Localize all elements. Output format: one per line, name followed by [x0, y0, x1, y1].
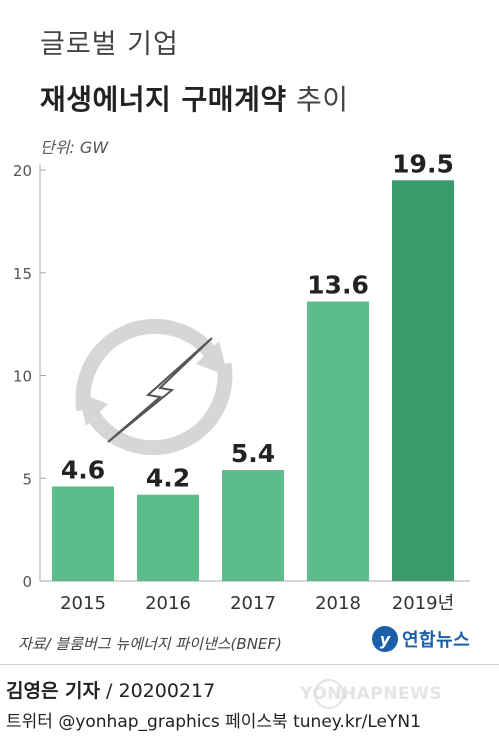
bar-2019년	[392, 180, 454, 581]
y-tick-label: 15	[13, 265, 32, 283]
publish-date: / 20200217	[100, 680, 216, 702]
cycle-arrow-bottom	[85, 362, 233, 456]
source-note: 자료/ 블룸버그 뉴에너지 파이낸스(BNEF)	[18, 635, 282, 653]
bar-2016	[137, 494, 199, 581]
chart-title-main: 재생에너지 구매계약	[40, 83, 287, 116]
x-tick-label: 2018	[315, 593, 361, 614]
social-links: 트위터 @yonhap_graphics 페이스북 tuney.kr/LeYN1	[6, 712, 421, 732]
yonhap-logo-icon: y	[372, 626, 398, 652]
bar-2017	[222, 470, 284, 581]
lightning-bolt-icon	[107, 337, 213, 443]
bar-2015	[52, 486, 114, 581]
cycle-arrowhead-bottom	[78, 392, 108, 426]
value-label: 4.6	[61, 455, 105, 484]
chart-title-line2: 재생에너지 구매계약 추이	[40, 78, 349, 118]
unit-label: 단위: GW	[40, 138, 109, 157]
y-tick-label: 20	[13, 162, 32, 180]
x-tick-label: 2017	[230, 593, 276, 614]
value-label: 13.6	[307, 271, 369, 300]
value-label: 19.5	[392, 150, 454, 178]
renewable-energy-icon	[75, 318, 233, 456]
x-tick-label: 2019년	[392, 593, 454, 614]
cycle-arrow-top	[75, 318, 223, 412]
byline: 김영은 기자 / 20200217	[6, 676, 215, 703]
yonhap-logo: y 연합뉴스	[372, 622, 470, 656]
value-label: 5.4	[231, 439, 275, 468]
chart-title-line1: 글로벌 기업	[40, 29, 179, 60]
y-tick-label: 10	[13, 368, 32, 386]
y-tick-label: 0	[22, 573, 32, 591]
footer-divider	[0, 664, 499, 665]
watermark-logo-icon	[314, 679, 344, 709]
value-label: 4.2	[146, 464, 190, 493]
bar-chart: 0 5 10 15 20 4.6 2015 4.2 2016 5.4 2017 13.6 2018 19…	[13, 150, 470, 614]
reporter-name: 김영은 기자	[6, 680, 101, 702]
chart-title-suffix: 추이	[286, 83, 349, 116]
yonhap-logo-text: 연합뉴스	[402, 630, 471, 651]
x-tick-label: 2015	[60, 593, 106, 614]
bar-2018	[307, 301, 369, 581]
y-tick-label: 5	[22, 470, 32, 488]
watermark: YONHAPNEWS	[300, 684, 443, 704]
x-tick-label: 2016	[145, 593, 191, 614]
